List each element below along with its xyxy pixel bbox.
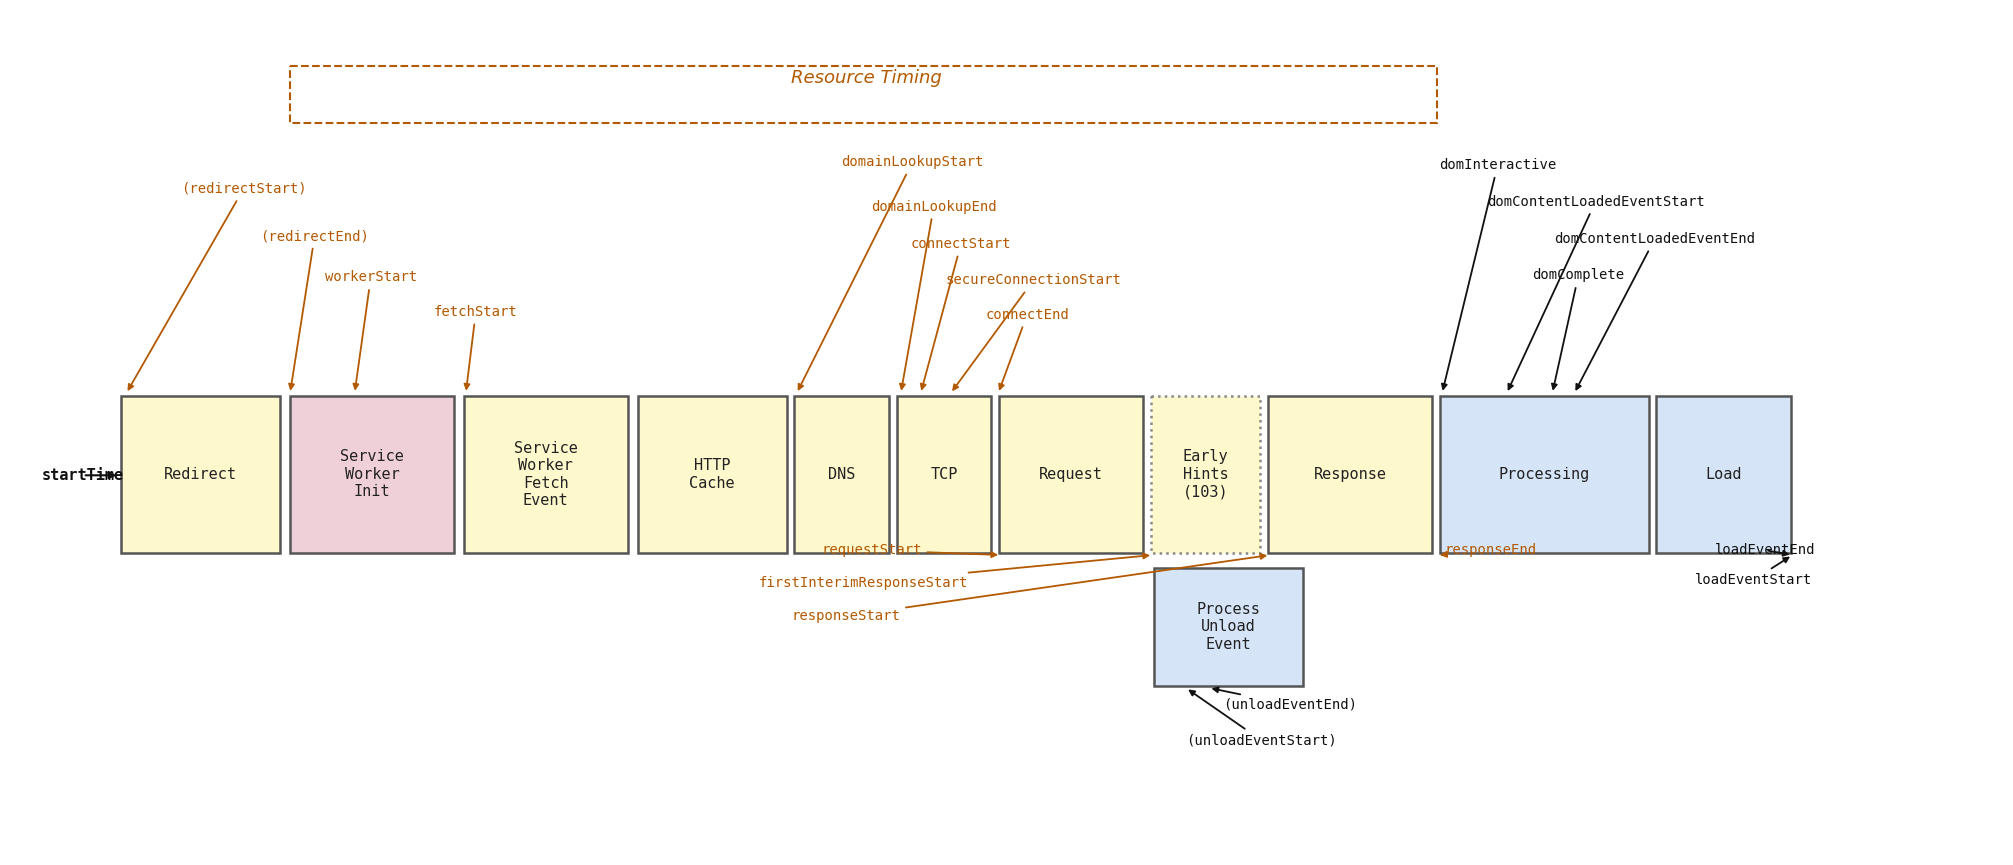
Bar	[1657, 395, 1790, 553]
Text: Process
Unload
Event: Process Unload Event	[1196, 602, 1260, 651]
Text: Redirect: Redirect	[165, 467, 238, 482]
Text: fetchStart: fetchStart	[435, 304, 517, 389]
Text: domContentLoadedEventEnd: domContentLoadedEventEnd	[1554, 232, 1755, 389]
Bar	[121, 395, 280, 553]
Text: TCP: TCP	[930, 467, 958, 482]
Text: Service
Worker
Init: Service Worker Init	[340, 450, 405, 499]
Text: (redirectStart): (redirectStart)	[129, 182, 306, 389]
Bar	[795, 395, 890, 553]
Text: firstInterimResponseStart: firstInterimResponseStart	[759, 554, 1147, 590]
Text: Request: Request	[1039, 467, 1103, 482]
Text: Early
Hints
(103): Early Hints (103)	[1184, 450, 1228, 499]
Bar	[463, 395, 628, 553]
Bar	[1439, 395, 1649, 553]
Text: Response: Response	[1314, 467, 1387, 482]
Text: startTime: startTime	[42, 468, 125, 483]
Bar	[290, 395, 453, 553]
Text: Processing: Processing	[1498, 467, 1590, 482]
Text: (redirectEnd): (redirectEnd)	[260, 229, 368, 389]
Text: loadEventEnd: loadEventEnd	[1715, 543, 1816, 557]
Text: domContentLoadedEventStart: domContentLoadedEventStart	[1488, 195, 1705, 389]
Text: HTTP
Cache: HTTP Cache	[688, 458, 735, 490]
Text: domComplete: domComplete	[1532, 268, 1624, 389]
Text: domainLookupEnd: domainLookupEnd	[872, 200, 996, 389]
Bar	[896, 395, 990, 553]
Bar	[1153, 567, 1302, 686]
Text: responseStart: responseStart	[791, 554, 1266, 623]
Text: connectEnd: connectEnd	[984, 308, 1069, 389]
Bar	[290, 66, 1437, 123]
Text: Load: Load	[1705, 467, 1741, 482]
Text: Resource Timing: Resource Timing	[791, 69, 942, 86]
Bar	[1268, 395, 1431, 553]
Text: Service
Worker
Fetch
Event: Service Worker Fetch Event	[513, 441, 578, 508]
Bar	[998, 395, 1143, 553]
Text: DNS: DNS	[827, 467, 856, 482]
Text: domInteractive: domInteractive	[1439, 158, 1556, 389]
Text: requestStart: requestStart	[821, 543, 996, 557]
Text: (unloadEventStart): (unloadEventStart)	[1186, 690, 1337, 747]
Text: responseEnd: responseEnd	[1441, 543, 1538, 557]
Text: (unloadEventEnd): (unloadEventEnd)	[1214, 688, 1357, 712]
Text: connectStart: connectStart	[910, 237, 1011, 389]
Bar	[1151, 395, 1260, 553]
Text: secureConnectionStart: secureConnectionStart	[946, 273, 1121, 390]
Text: workerStart: workerStart	[324, 271, 417, 389]
Bar	[638, 395, 787, 553]
Text: loadEventStart: loadEventStart	[1695, 558, 1812, 586]
Text: domainLookupStart: domainLookupStart	[799, 156, 984, 389]
